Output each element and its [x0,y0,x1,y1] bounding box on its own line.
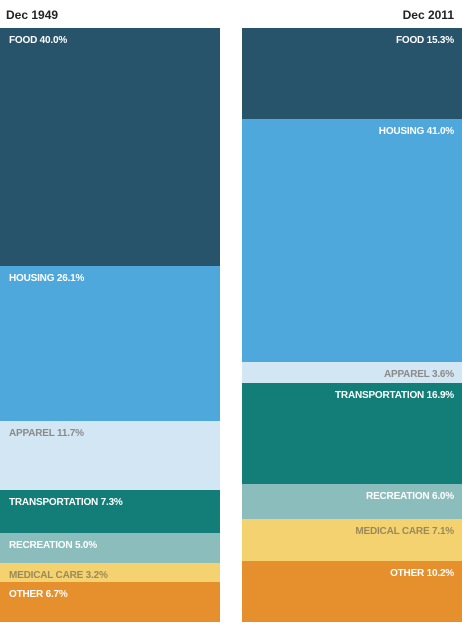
segment-label: TRANSPORTATION 7.3% [9,497,123,509]
bar-segment-recreation: RECREATION 6.0% [242,483,462,520]
segment-label: APPAREL 11.7% [9,427,84,439]
bar-segment-apparel: APPAREL 11.7% [0,420,220,491]
column-header-left: Dec 1949 [6,8,59,22]
bar-dec-1949: FOOD 40.0% HOUSING 26.1% APPAREL 11.7% TRAN… [0,28,220,622]
bar-segment-food: FOOD 15.3% [242,28,462,119]
bar-dec-2011: FOOD 15.3% HOUSING 41.0% APPAREL 3.6% TRANS… [242,28,462,622]
bar-segment-apparel: APPAREL 3.6% [242,362,462,384]
segment-label: HOUSING 26.1% [9,272,85,284]
segment-label: HOUSING 41.0% [378,125,454,137]
bar-segment-housing: HOUSING 41.0% [242,118,462,363]
segment-label: FOOD 40.0% [9,35,68,46]
segment-label: MEDICAL CARE 7.1% [355,526,454,538]
bar-segment-transportation: TRANSPORTATION 7.3% [0,490,220,534]
bar-segment-food: FOOD 40.0% [0,28,220,266]
segment-label: TRANSPORTATION 16.9% [335,390,454,402]
bar-segment-recreation: RECREATION 5.0% [0,533,220,564]
bar-segment-medical-care: MEDICAL CARE 3.2% [0,563,220,583]
segment-label: OTHER 10.2% [390,568,454,580]
segment-label: FOOD 15.3% [395,35,454,46]
bar-segment-medical-care: MEDICAL CARE 7.1% [242,519,462,562]
segment-label: RECREATION 5.0% [9,540,97,552]
segment-label: MEDICAL CARE 3.2% [9,570,108,582]
bar-segment-other: OTHER 10.2% [242,561,462,622]
bar-segment-housing: HOUSING 26.1% [0,265,220,421]
column-header-right: Dec 2011 [402,8,454,22]
bar-segment-other: OTHER 6.7% [0,582,220,622]
segment-label: APPAREL 3.6% [383,369,454,381]
segment-label: OTHER 6.7% [9,589,68,601]
bar-segment-transportation: TRANSPORTATION 16.9% [242,383,462,484]
segment-label: RECREATION 6.0% [366,490,454,502]
